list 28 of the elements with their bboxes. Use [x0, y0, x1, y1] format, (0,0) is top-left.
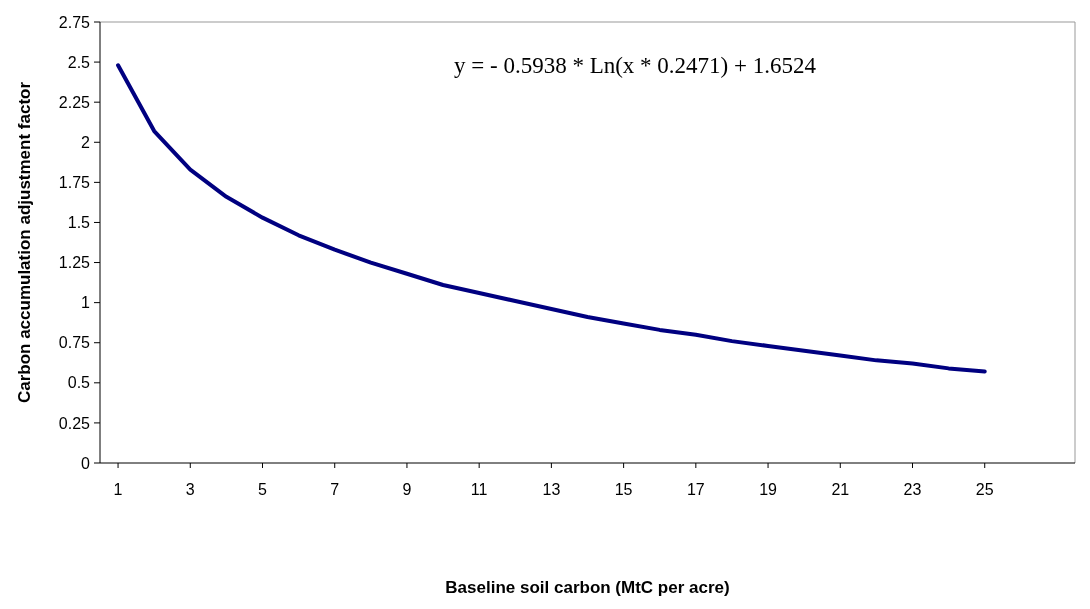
x-tick-label: 11: [470, 481, 488, 498]
x-tick-label: 19: [759, 481, 778, 498]
annotation: y = - 0.5938 * Ln(x * 0.2471) + 1.6524: [454, 53, 817, 78]
x-tick-label: 21: [831, 481, 850, 498]
y-tick-label: 2.5: [67, 53, 91, 71]
x-tick-label: 3: [185, 481, 195, 498]
y-axis-title: Carbon accumulation adjustment factor: [15, 81, 34, 404]
y-tick-label: 1.5: [67, 214, 91, 232]
y-tick-label: 1.75: [58, 173, 91, 191]
x-tick-label: 7: [330, 481, 340, 498]
x-axis-title: Baseline soil carbon (MtC per acre): [445, 578, 730, 597]
y-tick-label: 2: [81, 133, 91, 151]
y-tick-label: 0.25: [58, 414, 91, 432]
x-tick-label: 17: [686, 481, 705, 498]
y-tick-label: 1: [81, 294, 91, 312]
x-tick-label: 1: [113, 481, 123, 498]
y-tick-label: 2.25: [58, 93, 91, 111]
y-tick-label: 0: [81, 454, 91, 472]
y-tick-label: 0.5: [67, 374, 91, 392]
x-tick-label: 23: [903, 481, 922, 498]
x-tick-label: 25: [975, 481, 994, 498]
x-tick-label: 9: [402, 481, 412, 498]
y-tick-label: 1.25: [58, 254, 91, 272]
y-tick-label: 2.75: [58, 13, 91, 31]
x-tick-label: 15: [614, 481, 633, 498]
y-tick-label: 0.75: [58, 334, 91, 352]
x-tick-label: 5: [258, 481, 268, 498]
x-tick-label: 13: [542, 481, 561, 498]
